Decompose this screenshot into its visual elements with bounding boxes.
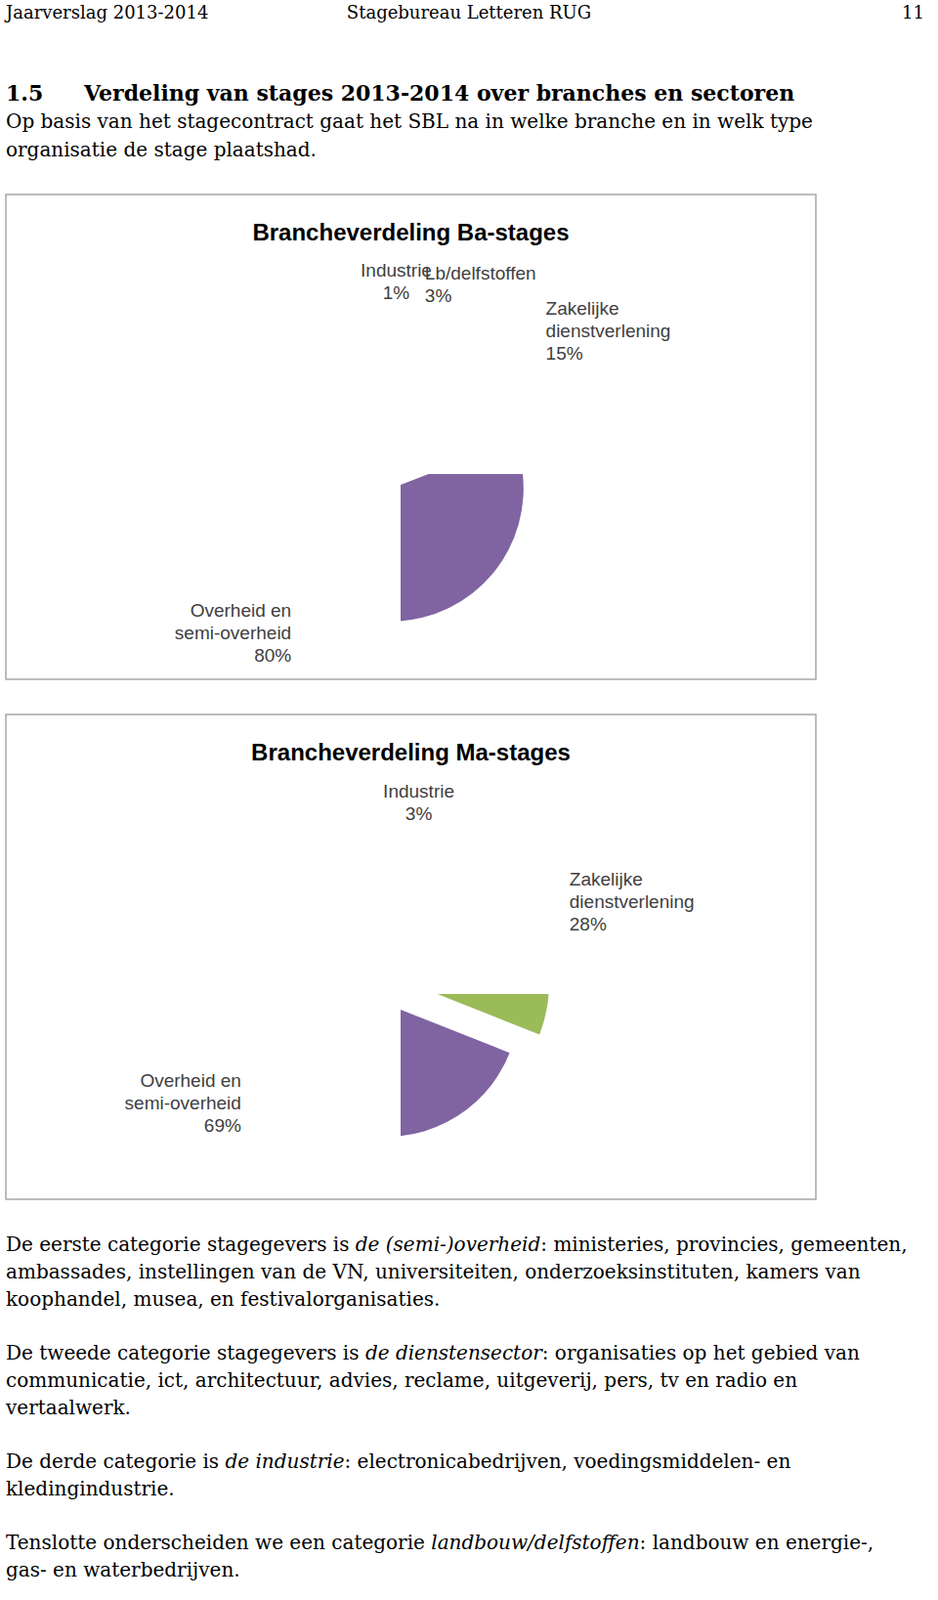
data-label: Industrie3%	[383, 780, 455, 824]
pie-slice	[400, 473, 524, 622]
slice-name: Industrie	[360, 259, 432, 281]
slice-percent: 69%	[204, 1114, 242, 1136]
slice-name: Zakelijkedienstverlening	[546, 298, 672, 342]
slice-name-line: Overheid en	[190, 599, 293, 621]
paragraph: De derde categorie is de industrie: elec…	[5, 1447, 920, 1502]
paragraph: De eerste categorie stagegevers is de (s…	[5, 1230, 920, 1313]
pie-slice	[400, 993, 511, 1137]
slice-name-line: dienstverlening	[569, 891, 695, 912]
slice-name: Overheid ensemi-overheid	[174, 599, 292, 643]
chart-title: Brancheverdeling Ma-stages	[251, 738, 571, 766]
slice-name-line: semi-overheid	[174, 622, 292, 643]
header-left: Jaarverslag 2013-2014	[5, 0, 209, 26]
slice-percent: 1%	[383, 282, 411, 303]
paragraph-lead: De tweede categorie stagegevers is	[5, 1340, 366, 1365]
data-labels: Industrie3% Zakelijkedienstverlening28% Ov…	[125, 780, 695, 1136]
paragraph-term: de industrie	[224, 1449, 344, 1473]
data-labels: Industrie1%Lb/delfstoffen3%Zakelijkedien…	[174, 259, 672, 666]
intro-text: Op basis van het stagecontract gaat het …	[5, 107, 920, 165]
paragraph-lead: De derde categorie is	[5, 1449, 225, 1473]
slice-name-line: dienstverlening	[546, 320, 672, 342]
page-number: 11	[901, 0, 925, 26]
slice-name-line: Zakelijke	[569, 868, 643, 890]
slice-name: Industrie	[383, 780, 455, 802]
slice-percent: 28%	[569, 913, 607, 935]
data-label: Overheid ensemi-overheid69%	[125, 1069, 242, 1136]
header-center: Stagebureau Letteren RUG	[0, 0, 938, 26]
slice-percent: 15%	[546, 342, 584, 364]
slices	[400, 473, 537, 622]
data-label: Lb/delfstoffen3%	[425, 262, 537, 306]
chart-frame	[5, 714, 816, 1199]
body-text: De eerste categorie stagegevers is de (s…	[5, 1230, 920, 1600]
slice-name-line: semi-overheid	[125, 1092, 242, 1113]
paragraph-lead: Tenslotte onderscheiden we een categorie	[5, 1530, 431, 1554]
chart-title: Brancheverdeling Ba-stages	[252, 218, 569, 246]
slice-name-line: Overheid en	[139, 1069, 242, 1091]
paragraph-term: de dienstensector	[365, 1340, 543, 1365]
data-label: Zakelijkedienstverlening28%	[569, 868, 695, 935]
paragraph-lead: De eerste categorie stagegevers is	[5, 1232, 356, 1256]
paragraph: De tweede categorie stagegevers is de di…	[5, 1338, 920, 1421]
slice-name: Overheid ensemi-overheid	[125, 1069, 242, 1113]
chart-frame	[5, 194, 816, 680]
data-label: Zakelijkedienstverlening15%	[546, 298, 672, 364]
slice-name-line: Lb/delfstoffen	[425, 262, 537, 284]
slice-percent: 3%	[425, 285, 453, 306]
chart: Brancheverdeling Ba-stagesIndustrie1%Lb/…	[4, 193, 817, 681]
slice-name-line: Industrie	[360, 259, 432, 281]
slices	[400, 993, 550, 1137]
slice-name: Zakelijkedienstverlening	[569, 868, 695, 912]
section-number: 1.5	[5, 78, 85, 108]
slice-percent: 3%	[405, 803, 433, 824]
data-label: Overheid ensemi-overheid80%	[174, 599, 292, 666]
slice-name: Lb/delfstoffen	[425, 262, 537, 284]
slice-name-line: Industrie	[383, 780, 455, 802]
paragraph-term: landbouw/delfstoffen	[430, 1530, 640, 1554]
section-heading: 1.5Verdeling van stages 2013-2014 over b…	[5, 78, 795, 108]
paragraph-term: de (semi-)overheid	[355, 1232, 541, 1256]
paragraph: Tenslotte onderscheiden we een categorie…	[5, 1528, 920, 1583]
chart: Brancheverdeling Ma-stages Industrie3% Zak…	[4, 713, 817, 1200]
section-title: Verdeling van stages 2013-2014 over bran…	[84, 80, 795, 106]
page: Jaarverslag 2013-2014Stagebureau Lettere…	[0, 0, 938, 1600]
slice-percent: 80%	[254, 644, 292, 666]
data-label: Industrie1%	[360, 259, 432, 303]
slice-name-line: Zakelijke	[546, 298, 620, 319]
